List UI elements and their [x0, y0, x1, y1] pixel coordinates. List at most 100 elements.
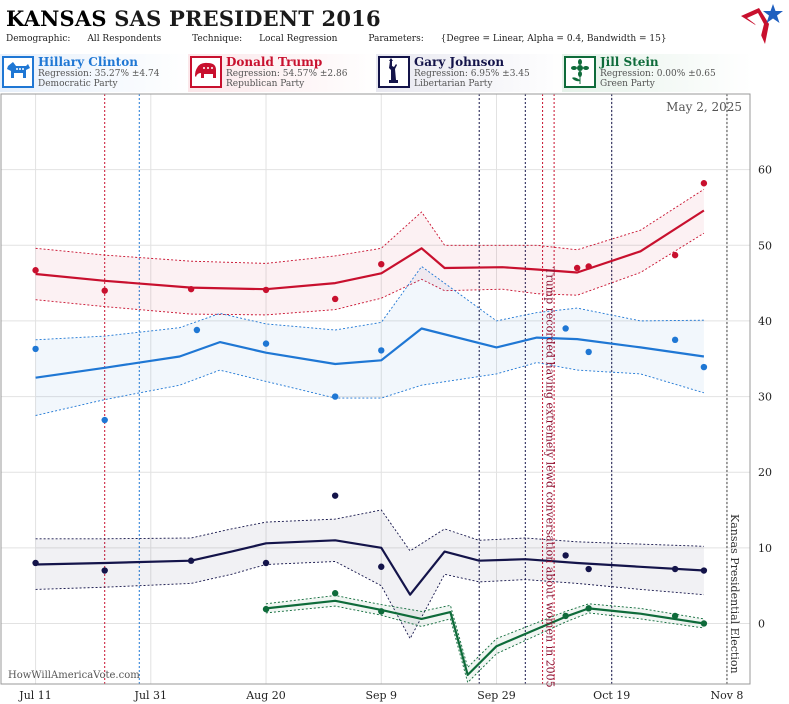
y-tick-label: 20	[758, 466, 772, 479]
x-tick-label: Jul 31	[134, 689, 168, 702]
series-lines	[35, 209, 705, 676]
legend-trump[interactable]: Donald Trump Regression: 54.57% ±2.86 Re…	[188, 54, 378, 92]
technique-value: Local Regression	[259, 34, 338, 44]
parameters-value: {Degree = Linear, Alpha = 0.4, Bandwidth…	[440, 34, 667, 44]
demographic-value: All Respondents	[87, 34, 162, 44]
x-tick-label: Nov 8	[710, 689, 743, 702]
date-label: May 2, 2025	[666, 100, 742, 114]
liberty-icon	[378, 56, 410, 88]
data-point	[700, 363, 708, 371]
candidate-name: Donald Trump	[226, 55, 323, 69]
demographic-info: Demographic: All Respondents	[6, 34, 175, 44]
data-point	[585, 348, 592, 356]
legend-johnson[interactable]: Gary Johnson Regression: 6.95% ±3.45 Lib…	[376, 54, 566, 92]
confidence-band	[35, 266, 704, 416]
data-point	[187, 557, 195, 564]
y-tick-label: 40	[758, 315, 772, 328]
data-point	[585, 263, 592, 270]
data-point	[101, 287, 108, 294]
meta-line: Demographic: All Respondents Technique: …	[6, 34, 695, 44]
donkey-icon	[2, 56, 34, 88]
elephant-icon	[190, 56, 222, 88]
confidence-bands	[35, 188, 705, 684]
band-edge-upper	[35, 509, 704, 552]
data-point	[193, 326, 201, 334]
technique-info: Technique: Local Regression	[192, 34, 351, 44]
data-point	[262, 605, 270, 613]
data-point	[585, 565, 592, 573]
candidate-name: Gary Johnson	[414, 55, 505, 69]
x-tick-label: Aug 20	[245, 689, 286, 702]
data-point	[585, 605, 592, 612]
band-edge-upper	[35, 265, 704, 341]
data-point	[101, 567, 108, 574]
x-tick-label: Sep 29	[477, 689, 516, 702]
annotation-label: Kansas Presidential Election	[728, 514, 741, 674]
data-points	[32, 180, 708, 627]
grid	[1, 94, 750, 684]
data-point	[671, 612, 679, 620]
candidate-party: Green Party	[600, 79, 655, 89]
data-point	[331, 393, 339, 400]
data-point	[700, 567, 708, 574]
data-point	[700, 180, 708, 187]
data-point	[671, 251, 679, 259]
data-point	[32, 559, 39, 567]
watermark: HowWillAmericaVote.com	[8, 670, 140, 681]
candidate-name: Hillary Clinton	[38, 55, 138, 69]
candidate-regression: Regression: 54.57% ±2.86	[226, 69, 348, 79]
data-point	[331, 492, 339, 499]
legend-clinton[interactable]: Hillary Clinton Regression: 35.27% ±4.74…	[0, 54, 190, 92]
data-point	[562, 325, 569, 332]
y-tick-label: 10	[758, 542, 772, 555]
chart-area: 0 10 20 30 40 50 60 Jul 11 Jul 31 Aug 20 Sep 9 Sep …	[0, 93, 772, 702]
data-point	[331, 590, 339, 597]
site-logo-icon	[741, 4, 783, 44]
data-point	[378, 608, 385, 615]
title-state: KANSAS	[6, 6, 107, 31]
y-tick-label: 50	[758, 239, 772, 252]
data-point	[32, 267, 39, 274]
confidence-band	[35, 510, 704, 639]
y-tick-label: 60	[758, 164, 772, 177]
candidate-regression: Regression: 35.27% ±4.74	[38, 69, 160, 79]
legend-stein[interactable]: Jill Stein Regression: 0.00% ±0.65 Green…	[562, 54, 752, 92]
data-point	[262, 559, 270, 567]
candidate-regression: Regression: 0.00% ±0.65	[600, 69, 716, 79]
y-tick-label: 0	[758, 617, 765, 630]
parameters-info: Parameters: {Degree = Linear, Alpha = 0.…	[368, 34, 680, 44]
demographic-label: Demographic:	[6, 34, 71, 44]
data-point	[378, 563, 385, 570]
data-point	[331, 295, 339, 303]
series-line	[35, 327, 705, 379]
band-edge-upper	[35, 188, 705, 264]
data-point	[671, 565, 679, 573]
data-point	[700, 620, 708, 627]
band-edge-lower	[265, 605, 704, 684]
plot-frame	[0, 93, 751, 685]
candidate-regression: Regression: 6.95% ±3.45	[414, 69, 530, 79]
x-tick-label: Oct 19	[593, 689, 630, 702]
x-tick-label: Jul 11	[18, 689, 52, 702]
title-rest: SAS PRESIDENT 2016	[114, 6, 381, 31]
data-point	[187, 285, 195, 293]
x-tick-label: Sep 9	[365, 689, 397, 702]
data-point	[262, 286, 270, 294]
series-line	[35, 539, 704, 596]
candidate-party: Republican Party	[226, 79, 305, 89]
confidence-band	[35, 189, 704, 315]
candidate-party: Libertarian Party	[414, 79, 493, 89]
data-point	[573, 264, 581, 272]
series-line	[265, 599, 705, 676]
data-point	[562, 612, 569, 620]
data-point	[378, 260, 385, 268]
technique-label: Technique:	[192, 34, 243, 44]
axes: 0 10 20 30 40 50 60 Jul 11 Jul 31 Aug 20 Sep 9 Sep …	[0, 93, 772, 702]
sunflower-icon	[564, 56, 596, 88]
title-block: KANSAS SAS PRESIDENT 2016 Demographic: A…	[0, 0, 789, 52]
y-tick-label: 30	[758, 391, 772, 404]
data-point	[378, 347, 385, 354]
band-edge-lower	[35, 362, 705, 416]
candidate-party: Democratic Party	[38, 79, 118, 89]
band-edge-upper	[265, 595, 704, 669]
